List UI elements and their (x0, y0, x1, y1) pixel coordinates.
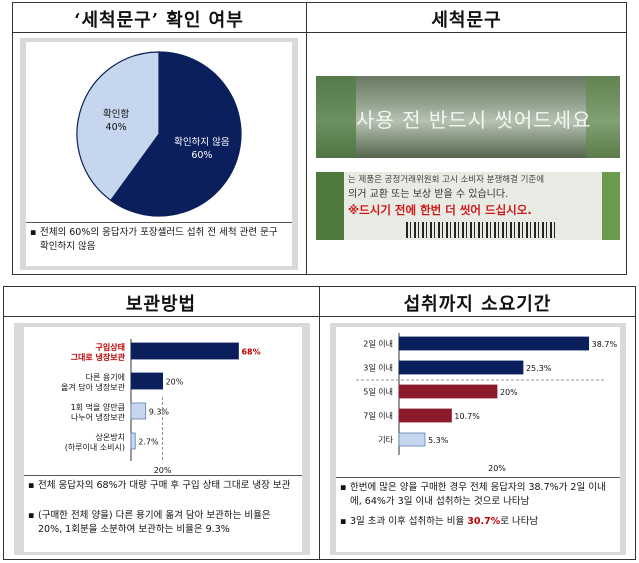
intake-panel: 38.7% 2일 이내 25.3% 3일 이내 20% 5일 이내 10.7% 7일 이내 5.… (336, 327, 620, 552)
intake-note-divider (336, 477, 620, 478)
bar-1 (130, 372, 164, 390)
bar-category-label-3-1: (하루이내 소비시) (65, 442, 125, 452)
bar-value-label-3: 10.7% (454, 412, 480, 421)
bar-value-label-0: 68% (241, 348, 260, 357)
photo-wash-label-bottom: 는 제품은 공정거래위원회 고시 소비자 분쟁해결 기준에 의거 교환 또는 보… (316, 172, 620, 240)
x-tick-label: 20% (154, 466, 172, 473)
bar-category-label-2-0: 1회 먹을 양만큼 (71, 402, 125, 412)
storage-note-2: ▪ (구매한 전체 양을) 다른 용기에 옮겨 담아 보관하는 비율은 20%,… (28, 510, 271, 535)
bar-category-label-3: 7일 이내 (363, 411, 393, 421)
pie-slice-label-1: 확인하지 않음 (174, 136, 230, 148)
bar-4 (398, 432, 426, 447)
bar-2 (398, 384, 498, 399)
bar-category-label-1: 3일 이내 (363, 363, 393, 373)
bottom-divider (319, 286, 320, 560)
photo-label-line2: 의거 교환 또는 보상 받을 수 있습니다. (348, 189, 509, 200)
bar-value-label-0: 38.7% (592, 340, 618, 349)
photo-wash-label-top: 사용 전 반드시 씻어드세요 (316, 76, 620, 158)
pie-slice-value-1: 60% (191, 150, 212, 161)
bottom-header-line (3, 316, 636, 317)
bar-category-label-1-0: 다른 용기에 (86, 373, 125, 382)
bar-category-label-2: 5일 이내 (363, 387, 393, 397)
photo-label-line1: 는 제품은 공정거래위원회 고시 소비자 분쟁해결 기준에 (348, 175, 545, 185)
bar-2 (130, 402, 147, 420)
pie-panel: 확인하지 않음 60% 확인함 40% ▪ 전체의 60%의 응답자가 포장샐러드 섭… (26, 42, 292, 266)
top-divider (306, 2, 307, 275)
bar-0 (130, 342, 239, 360)
bar-value-label-3: 2.7% (138, 438, 159, 447)
intake-note-2: ▪ 3일 초과 이후 섭취하는 비율 30.7%로 나타남 (340, 516, 539, 527)
pie-slice-1 (109, 51, 242, 217)
bar-value-label-1: 25.3% (526, 364, 552, 373)
top-header-line (12, 32, 627, 33)
pie-chart: 확인하지 않음 60% 확인함 40% (76, 51, 242, 217)
bar-value-label-4: 5.3% (428, 436, 449, 445)
bar-3 (130, 432, 136, 450)
photo-label-red: ※드시기 전에 한번 더 씻어 드십시오. (348, 203, 532, 217)
intake-note-1: ▪ 한번에 많은 양을 구매한 경우 전체 응답자의 38.7%가 2일 이내에… (340, 482, 606, 507)
pie-slice-0 (76, 51, 160, 202)
bar-1 (398, 360, 524, 375)
bar-category-label-0-0: 구입상태 (96, 342, 125, 352)
header-wash-phrase: 세척문구 (431, 10, 502, 31)
bar-value-label-2: 20% (500, 388, 518, 397)
header-intake: 섭취까지 소요기간 (403, 294, 552, 315)
top-frame (12, 2, 627, 275)
bar-category-label-0-1: 그대로 냉장보관 (71, 352, 126, 362)
header-storage: 보관방법 (125, 294, 197, 315)
bar-category-label-2-1: 나누어 냉장보관 (71, 412, 126, 422)
x-tick-label: 20% (488, 464, 506, 473)
bar-value-label-1: 20% (166, 378, 184, 387)
bar-0 (398, 336, 590, 351)
intake-chart: 38.7% 2일 이내 25.3% 3일 이내 20% 5일 이내 10.7% 7일 이내 5.… (356, 333, 618, 473)
pie-slice-value-0: 40% (106, 122, 127, 133)
pie-note: ▪ 전체의 60%의 응답자가 포장샐러드 섭취 전 세척 관련 문구 확인하지… (30, 227, 278, 252)
photo-top-text: 사용 전 반드시 씻어드세요 (356, 108, 592, 132)
bar-3 (398, 408, 452, 423)
bar-category-label-4: 기타 (378, 436, 393, 445)
header-wash-check: ‘세척문구’ 확인 여부 (74, 10, 244, 31)
pie-note-divider (26, 222, 292, 223)
pie-slice-label-0: 확인함 (103, 108, 129, 120)
storage-panel: 68% 구입상태 그대로 냉장보관 20% 다른 용기에 옮겨 담아 냉장보관 9.3% 1회… (24, 327, 302, 552)
bar-value-label-2: 9.3% (149, 408, 170, 417)
bar-category-label-1-1: 옮겨 담아 냉장보관 (61, 382, 126, 392)
barcode-graphic (406, 222, 556, 238)
storage-note-1: ▪ 전체 응답자의 68%가 대량 구매 후 구입 상태 그대로 냉장 보관 (28, 480, 291, 491)
storage-note-divider (24, 475, 302, 476)
bar-category-label-0: 2일 이내 (363, 339, 393, 349)
bar-category-label-3-0: 상온방치 (96, 432, 125, 442)
